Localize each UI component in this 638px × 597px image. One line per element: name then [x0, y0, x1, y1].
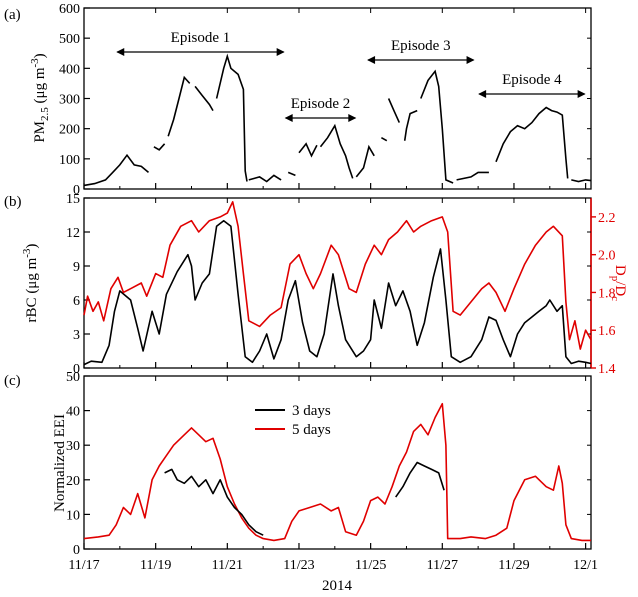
panel-b-label: (b) — [4, 194, 22, 210]
pm25-line-segment — [387, 98, 401, 123]
y-tick-label: 400 — [59, 62, 80, 77]
pm25-line-segment — [153, 143, 166, 151]
x-tick-label: 11/29 — [498, 558, 529, 573]
right-y-tick-label: 1.6 — [598, 324, 616, 339]
panel-c-series — [83, 402, 591, 542]
panel-b-series — [83, 201, 592, 366]
y-tick-label: 0 — [73, 362, 80, 377]
y-tick-label: 600 — [59, 2, 80, 17]
panel-c-label: (c) — [4, 373, 21, 389]
pm25-line-segment — [319, 123, 354, 179]
episode-arrow-head-right — [466, 56, 475, 64]
y-tick-label: 100 — [59, 153, 80, 168]
panel-c-y-axis: 0 10 20 30 40 50 — [66, 370, 591, 558]
y-tick-label: 300 — [59, 93, 80, 108]
panel-c: (c) 0 10 20 30 40 50 Normalized EEI 3 days 5 … — [4, 370, 592, 558]
pm25-line-segment — [571, 179, 592, 183]
episode-label: Episode 1 — [171, 30, 231, 46]
x-tick-label: 11/23 — [283, 558, 314, 573]
x-axis-year-label: 2014 — [322, 578, 353, 594]
eei-3-days-line — [395, 461, 445, 498]
pm25-line-segment — [298, 142, 318, 158]
right-y-tick-label: 2.0 — [598, 249, 616, 264]
episode-arrow-head-right — [348, 114, 357, 122]
eei-5-days-line — [83, 402, 591, 542]
panel-c-legend: 3 days 5 days — [255, 403, 331, 438]
episode-arrow-head-right — [577, 90, 586, 98]
y-tick-label: 3 — [73, 328, 80, 343]
x-tick-label: 12/1 — [573, 558, 598, 573]
panel-a-x-axis — [83, 8, 587, 189]
legend-label-5-days: 5 days — [292, 422, 331, 438]
pm25-line-segment — [381, 137, 388, 142]
pm25-line-segment — [420, 69, 454, 184]
x-tick-label: 11/17 — [68, 558, 99, 573]
panel-a-y-axis: 0 100 200 300 400 500 600 — [59, 2, 591, 198]
panel-b-y-label: rBC (μg m-3) — [21, 244, 40, 323]
episode-arrow-head-left — [284, 114, 293, 122]
x-tick-label: 11/25 — [355, 558, 386, 573]
eei-3-days-line — [164, 468, 264, 536]
y-tick-label: 15 — [66, 192, 80, 207]
panel-a-episodes: Episode 1 Episode 2 Episode 3 Episode 4 — [116, 30, 586, 122]
pm25-line-segment — [167, 75, 191, 137]
pm25-line-segment — [495, 106, 569, 179]
y-tick-label: 10 — [66, 508, 80, 523]
x-axis-tick-labels: 11/17 11/19 11/21 11/23 11/25 11/27 11/29 12/1 — [68, 558, 598, 573]
pm25-line-segment — [83, 153, 150, 187]
y-tick-label: 40 — [66, 405, 80, 420]
y-tick-label: 12 — [66, 226, 80, 241]
panel-a-pm25-series — [83, 53, 592, 187]
panel-b: (b) 0 3 6 9 12 15 1.4 1.6 1.8 2.0 2.2 rBC (μg m-3… — [4, 192, 628, 377]
y-tick-label: 50 — [66, 370, 80, 385]
panel-b-y-axis: 0 3 6 9 12 15 — [66, 192, 591, 377]
panel-a-y-label: PM2.5 (μg m-3) — [29, 53, 51, 142]
pm25-line-segment — [194, 85, 214, 112]
pm25-line-segment — [287, 171, 296, 177]
episode-label: Episode 4 — [502, 72, 562, 88]
panel-b-x-axis — [83, 198, 587, 368]
episode-arrow-head-left — [367, 56, 376, 64]
dp-dc-line — [83, 201, 592, 350]
panel-c-y-label: Normalized EEI — [52, 414, 68, 512]
episode-label: Episode 2 — [291, 96, 351, 112]
episode-label: Episode 3 — [391, 38, 451, 54]
y-tick-label: 30 — [66, 439, 80, 454]
legend-label-3-days: 3 days — [292, 403, 331, 419]
panel-a-label: (a) — [4, 7, 21, 23]
pm25-line-segment — [355, 144, 375, 178]
right-y-tick-label: 2.2 — [598, 211, 616, 226]
y-tick-label: 0 — [73, 543, 80, 558]
x-tick-label: 11/27 — [427, 558, 458, 573]
panel-b-right-y-label: Dp/Dc — [609, 265, 628, 301]
x-tick-label: 11/21 — [212, 558, 243, 573]
panel-b-right-y-axis: 1.4 1.6 1.8 2.0 2.2 — [591, 211, 616, 377]
y-tick-label: 0 — [73, 183, 80, 198]
rbc-line — [83, 219, 592, 366]
x-tick-label: 11/19 — [140, 558, 171, 573]
pm25-line-segment — [456, 171, 489, 181]
pm25-line-segment — [215, 53, 248, 182]
episode-arrow-head-left — [478, 90, 487, 98]
episode-arrow-head-right — [276, 48, 285, 56]
right-y-tick-label: 1.8 — [598, 286, 616, 301]
y-tick-label: 9 — [73, 260, 80, 275]
y-tick-label: 20 — [66, 474, 80, 489]
episode-arrow-head-left — [116, 48, 125, 56]
y-tick-label: 500 — [59, 32, 80, 47]
right-y-tick-label: 1.4 — [598, 362, 616, 377]
pm25-line-segment — [403, 109, 418, 141]
y-tick-label: 200 — [59, 123, 80, 138]
panel-c-x-axis — [83, 376, 587, 549]
y-tick-label: 6 — [73, 294, 80, 309]
pm25-line-segment — [248, 174, 282, 183]
panel-c-frame — [83, 375, 592, 550]
